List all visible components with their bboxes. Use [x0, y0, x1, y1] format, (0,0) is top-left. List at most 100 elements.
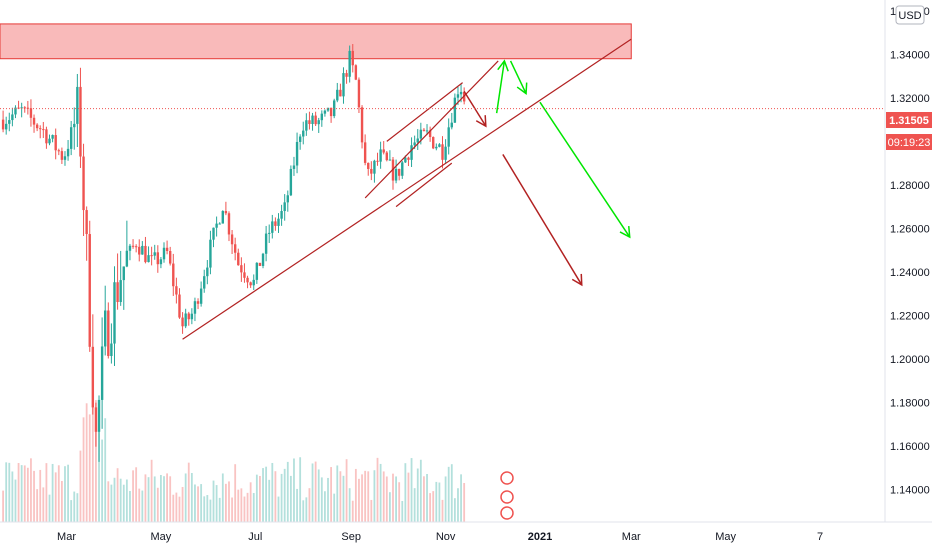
candle-body — [459, 91, 463, 95]
up-arrow-green[interactable] — [495, 59, 509, 114]
wedge-upper-line[interactable] — [364, 60, 499, 199]
volume-bar — [265, 466, 268, 522]
candle-body — [314, 115, 317, 125]
volume-bar — [348, 488, 351, 522]
volume-bar — [342, 475, 345, 522]
volume-bar — [327, 477, 329, 522]
candle-body — [79, 86, 82, 157]
candle-body — [233, 244, 237, 253]
candle-body — [227, 213, 231, 235]
volume-bar — [463, 482, 466, 522]
candle-body — [116, 282, 119, 303]
candle-body — [277, 218, 280, 226]
candle-body — [453, 97, 457, 123]
channel-lower-line[interactable] — [395, 162, 453, 208]
candle-body — [363, 142, 367, 163]
volume-bar — [336, 465, 339, 522]
volume-bar — [153, 476, 156, 522]
candle-body — [385, 152, 389, 161]
candle-body — [326, 107, 330, 111]
candle-body — [419, 129, 423, 139]
candle-body — [165, 247, 169, 252]
current-price-tag: 1.31505 09:19:23 — [886, 112, 932, 150]
volume-bar — [5, 462, 8, 522]
candle-body — [237, 252, 240, 266]
candle-body — [280, 211, 283, 219]
candle-body — [122, 266, 125, 281]
down-arrow-green-large[interactable] — [539, 101, 631, 239]
y-tick-label: 1.24000 — [890, 267, 930, 279]
candle-body — [397, 168, 401, 176]
volume-bar — [197, 486, 199, 522]
event-marker-icon[interactable] — [500, 506, 514, 520]
channel-upper-line[interactable] — [386, 82, 463, 142]
volume-bar — [138, 488, 141, 522]
y-tick-label: 1.32000 — [890, 93, 930, 105]
volume-bar — [30, 458, 32, 522]
volume-bar — [333, 493, 336, 522]
volume-bar — [215, 485, 218, 522]
volume-bar — [392, 473, 394, 522]
candle-body — [11, 114, 14, 121]
volume-bar — [26, 467, 29, 522]
down-arrow-green-small[interactable] — [509, 60, 528, 95]
candle-body — [289, 168, 293, 196]
volume-bar — [104, 418, 107, 522]
volume-bar — [296, 488, 298, 522]
volume-bar — [237, 489, 240, 522]
candle-body — [51, 135, 54, 139]
event-marker-icon[interactable] — [500, 471, 514, 485]
volume-bar — [234, 464, 237, 522]
down-arrow-red-large[interactable] — [502, 154, 583, 287]
volume-bar — [203, 496, 206, 522]
currency-label: USD — [898, 10, 921, 22]
volume-bar — [36, 489, 39, 522]
volume-bar — [398, 482, 401, 522]
currency-badge[interactable]: USD — [895, 5, 925, 25]
resistance-zone-box[interactable] — [0, 23, 632, 60]
candle-body — [141, 245, 144, 255]
volume-bar — [361, 474, 363, 522]
volume-bar — [200, 484, 203, 522]
volume-bar — [212, 480, 215, 522]
candle-body — [32, 117, 36, 125]
countdown-label: 09:19:23 — [888, 137, 931, 149]
volume-bar — [308, 488, 311, 522]
volume-bar — [17, 462, 20, 522]
volume-bar — [358, 478, 360, 522]
candle-body — [184, 313, 187, 327]
candle-body — [373, 160, 376, 174]
event-markers[interactable] — [500, 471, 514, 520]
candle-body — [8, 120, 11, 124]
candle-body — [432, 137, 435, 149]
volume-bar — [175, 492, 178, 522]
volume-bar — [91, 400, 94, 522]
volume-bar — [426, 473, 428, 522]
candle-body — [215, 223, 218, 228]
volume-bar — [314, 461, 317, 522]
current-price-label: 1.31505 — [889, 115, 929, 127]
candle-body — [66, 148, 70, 157]
candle-body — [45, 129, 48, 144]
event-marker-icon[interactable] — [500, 490, 514, 504]
volume-bar — [54, 472, 57, 522]
volume-bar — [141, 490, 144, 522]
candle-body — [82, 156, 85, 211]
candle-body — [450, 122, 453, 128]
candle-body — [150, 255, 153, 257]
volume-bar — [23, 465, 26, 522]
volume-bar — [98, 403, 100, 522]
y-tick-label: 1.34000 — [890, 49, 930, 61]
support-trendline[interactable] — [182, 38, 632, 340]
volume-bar — [166, 473, 168, 522]
time-axis[interactable]: Mar May Jul Sep Nov 2021 Mar May 7 — [57, 531, 823, 543]
volume-bar — [268, 479, 271, 522]
candle-body — [252, 279, 255, 286]
candle-body — [187, 313, 190, 320]
volume-bar — [110, 484, 113, 522]
candle-body — [416, 138, 419, 143]
candle-body — [286, 195, 289, 203]
volume-bar — [460, 474, 462, 522]
volume-bar — [187, 462, 190, 522]
